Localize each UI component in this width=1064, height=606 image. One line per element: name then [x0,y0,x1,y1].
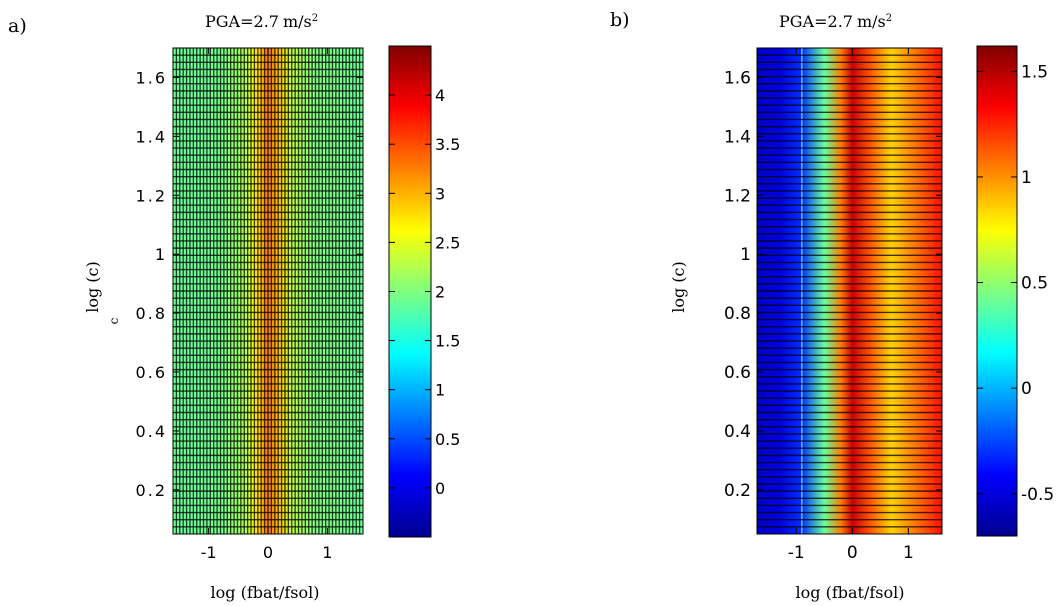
colorbar-tick-label: 0.5 [435,430,460,449]
panel-b-x-ticks: -1 0 1 [788,48,914,563]
panel-b: b) PGA=2.7 m/s2 -1 0 1 0.2 0.4 0.6 0.8 1 1.2 1.4 1… [610,9,1054,602]
panel-b-x-axis-label: log (fbat/fsol) [796,583,905,602]
panel-b-title: PGA=2.7 m/s2 [779,12,892,31]
panel-b-colorbar-ticks: -0.5 0 0.5 1 1.5 [977,62,1054,505]
panel-a-horizontal-gridlines [173,54,363,528]
y-tick-label: 1.2 [724,186,751,206]
panel-a: a) PGA=2.7 m/s2 -1 0 1 0.2 0.4 0.6 0.8 1 1.2 1.4 1… [8,12,460,602]
panel-b-axes-frame [756,47,943,535]
y-tick-label: 1 [740,245,751,265]
y-tick-label: 1.4 [136,127,167,146]
x-tick-label: -1 [788,543,805,563]
x-tick-label: -1 [201,543,217,562]
colorbar-tick-label: -0.5 [1021,485,1054,505]
colorbar-tick-label: 4 [435,86,445,105]
y-tick-label: 0.2 [136,481,167,500]
colorbar-tick-label: 3.5 [435,135,460,154]
panel-a-y-ticks: 0.2 0.4 0.6 0.8 1 1.2 1.4 1.6 [136,68,363,500]
y-tick-label: 1.2 [136,186,167,205]
panel-a-label: a) [8,15,27,37]
colorbar-tick-label: 3 [435,184,445,203]
panel-a-title: PGA=2.7 m/s2 [205,12,318,31]
y-tick-label: 0.4 [136,422,167,441]
x-tick-label: 0 [263,543,273,562]
colorbar-tick-label: 2 [435,283,445,302]
colorbar-tick-label: 2.5 [435,233,460,252]
colorbar-tick-label: 1 [435,381,445,400]
y-tick-label: 0.4 [724,422,751,442]
panel-b-y-axis-label: log (c) [669,261,688,313]
colorbar-tick-label: 1.5 [1021,62,1048,82]
y-tick-label: 0.2 [724,481,751,501]
panel-a-x-axis-label: log (fbat/fsol) [211,583,320,602]
colorbar-tick-label: 0.5 [1021,274,1048,294]
x-tick-label: 0 [847,543,858,563]
y-tick-label: 0.6 [136,363,167,382]
panel-a-colorbar [388,45,432,538]
y-tick-label: 1.6 [724,68,751,88]
x-tick-label: 1 [322,543,332,562]
colorbar-tick-label: 0 [435,479,445,498]
y-tick-label: 1.6 [136,68,167,87]
panel-a-x-ticks: -1 0 1 [201,48,332,562]
y-tick-label: 1.4 [724,127,751,147]
x-tick-label: 1 [903,543,914,563]
panel-b-horizontal-gridlines [757,54,942,528]
y-tick-label: 0.8 [136,304,167,323]
colorbar-tick-label: 0 [1021,379,1032,399]
panel-b-y-ticks: 0.2 0.4 0.6 0.8 1 1.2 1.4 1.6 [724,68,942,501]
panel-a-y-axis-label: log (c) [83,261,102,313]
y-tick-label: 0.6 [724,363,751,383]
panel-b-label: b) [610,9,630,31]
panel-b-colorbar [976,45,1018,537]
y-tick-label: 1 [155,245,167,264]
y-tick-label: 0.8 [724,304,751,324]
colorbar-tick-label: 1 [1021,168,1032,188]
panel-a-y-axis-sublabel: c [107,317,121,324]
panel-a-colorbar-ticks: 0 0.5 1 1.5 2 2.5 3 3.5 4 [389,86,460,498]
colorbar-tick-label: 1.5 [435,332,460,351]
